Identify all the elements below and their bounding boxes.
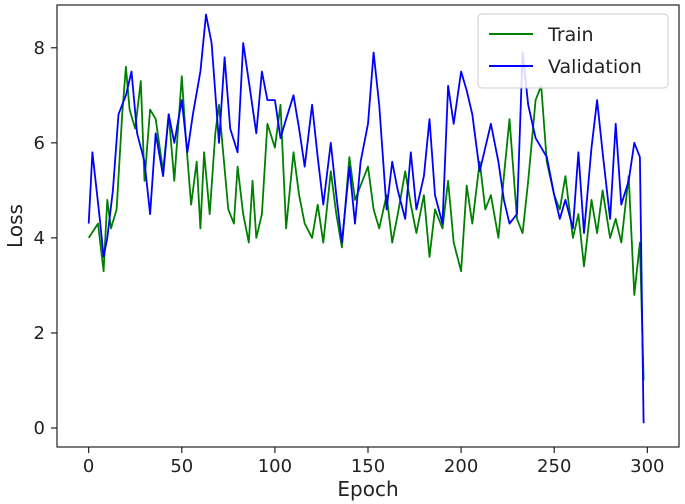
y-tick-label-6: 6 [34, 133, 45, 154]
x-tick-label-200: 200 [444, 456, 478, 477]
x-axis-label: Epoch [337, 477, 398, 501]
series-layer [87, 13, 645, 424]
y-axis-label: Loss [3, 204, 27, 248]
x-tick-label-50: 50 [170, 456, 193, 477]
x-tick-label-100: 100 [258, 456, 292, 477]
y-tick-label-4: 4 [34, 228, 45, 249]
x-tick-label-300: 300 [630, 456, 664, 477]
legend-label-validation: Validation [548, 56, 642, 78]
y-axis-ticks: 0 2 4 6 8 [34, 38, 57, 439]
x-tick-label-150: 150 [351, 456, 385, 477]
x-axis-ticks: 0 50 100 150 200 250 300 [83, 447, 665, 477]
legend: Train Validation [477, 13, 669, 89]
x-tick-label-0: 0 [83, 456, 94, 477]
legend-label-train: Train [547, 24, 594, 46]
x-tick-label-250: 250 [537, 456, 571, 477]
series-line-validation [87, 13, 645, 424]
y-tick-label-0: 0 [34, 418, 45, 439]
legend-box [477, 13, 669, 89]
y-tick-label-2: 2 [34, 323, 45, 344]
y-tick-label-8: 8 [34, 38, 45, 59]
series-line-train [87, 65, 645, 381]
